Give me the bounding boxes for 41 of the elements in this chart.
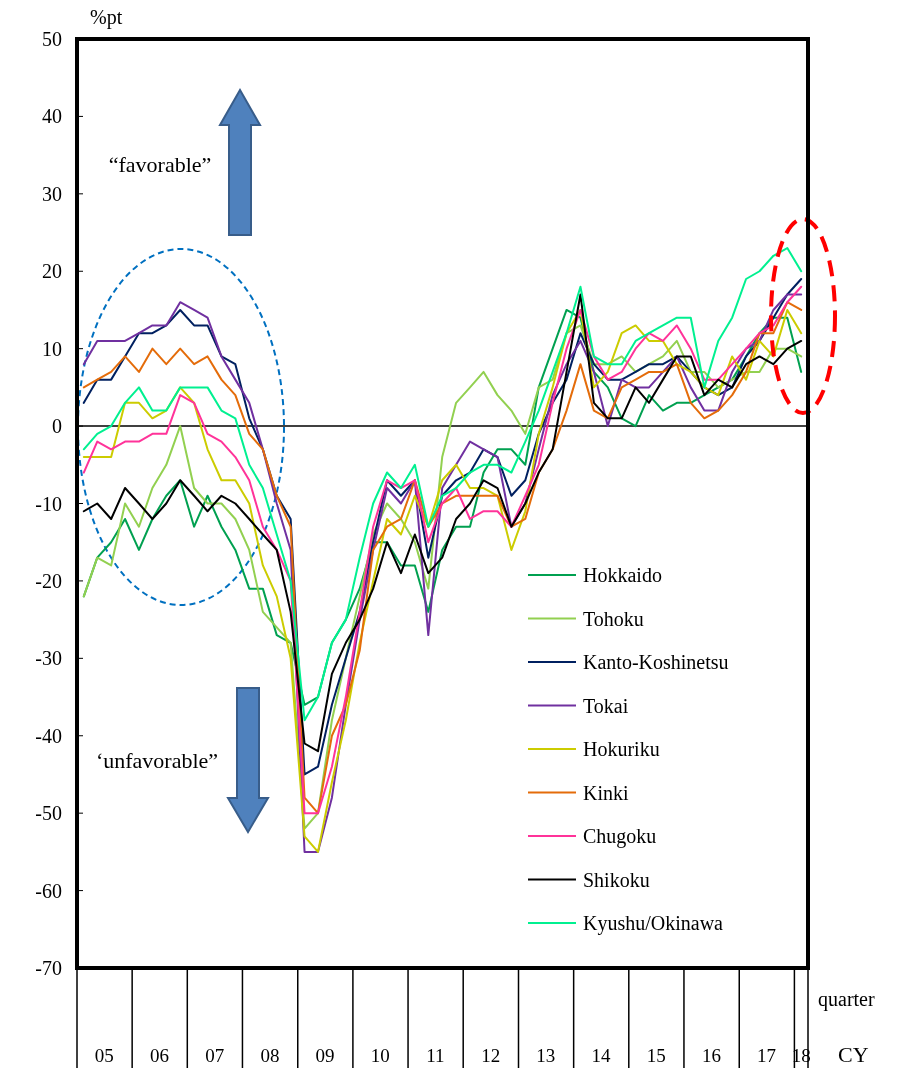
x-tick-label: 05 xyxy=(94,1045,114,1066)
legend-label: Tohoku xyxy=(583,607,644,630)
x-tick-label: 15 xyxy=(646,1045,666,1066)
x-tick-label: 16 xyxy=(701,1045,721,1066)
legend-label: Kinki xyxy=(583,781,629,804)
legend-label: Hokkaido xyxy=(583,564,662,586)
y-tick-label: -30 xyxy=(35,647,62,670)
x-tick-label: 17 xyxy=(757,1045,777,1066)
annotation: “favorable” xyxy=(108,152,212,177)
x-tick-label: 11 xyxy=(426,1045,445,1066)
y-tick-label: -70 xyxy=(35,957,62,979)
text: CY xyxy=(838,1042,869,1067)
legend-label: Chugoku xyxy=(583,825,657,848)
x-tick-label: 10 xyxy=(370,1045,390,1066)
x-tick-label: 12 xyxy=(481,1045,501,1066)
y-tick-label: 10 xyxy=(42,337,62,360)
y-tick-label: -40 xyxy=(35,724,62,747)
x-tick-label: 14 xyxy=(591,1045,611,1066)
y-tick-label: 0 xyxy=(52,415,62,438)
legend-label: Hokuriku xyxy=(583,738,660,760)
y-tick-label: -60 xyxy=(35,879,62,902)
x-tick-label: 09 xyxy=(315,1045,335,1066)
y-tick-label: 50 xyxy=(42,28,62,50)
y-tick-label: 30 xyxy=(42,182,62,205)
legend-label: Tokai xyxy=(583,694,629,717)
legend-label: Shikoku xyxy=(583,868,650,891)
y-tick-label: -10 xyxy=(35,492,62,515)
x-tick-label: 08 xyxy=(260,1045,280,1066)
y-axis-title: %pt xyxy=(90,6,123,29)
x-tick-label: 06 xyxy=(150,1045,169,1066)
y-tick-label: -50 xyxy=(35,802,62,825)
x-axis-title: quarter xyxy=(818,988,875,1011)
legend-label: Kyushu/Okinawa xyxy=(583,912,724,935)
y-tick-label: -20 xyxy=(35,569,62,592)
annotation: ‘unfavorable” xyxy=(95,748,219,773)
x-tick-label: 07 xyxy=(205,1045,225,1066)
legend-label: Kanto-Koshinetsu xyxy=(583,651,729,673)
y-tick-label: 20 xyxy=(42,260,62,283)
line-series xyxy=(82,247,803,722)
x-tick-label: 13 xyxy=(536,1045,556,1066)
y-tick-label: 40 xyxy=(42,105,62,128)
